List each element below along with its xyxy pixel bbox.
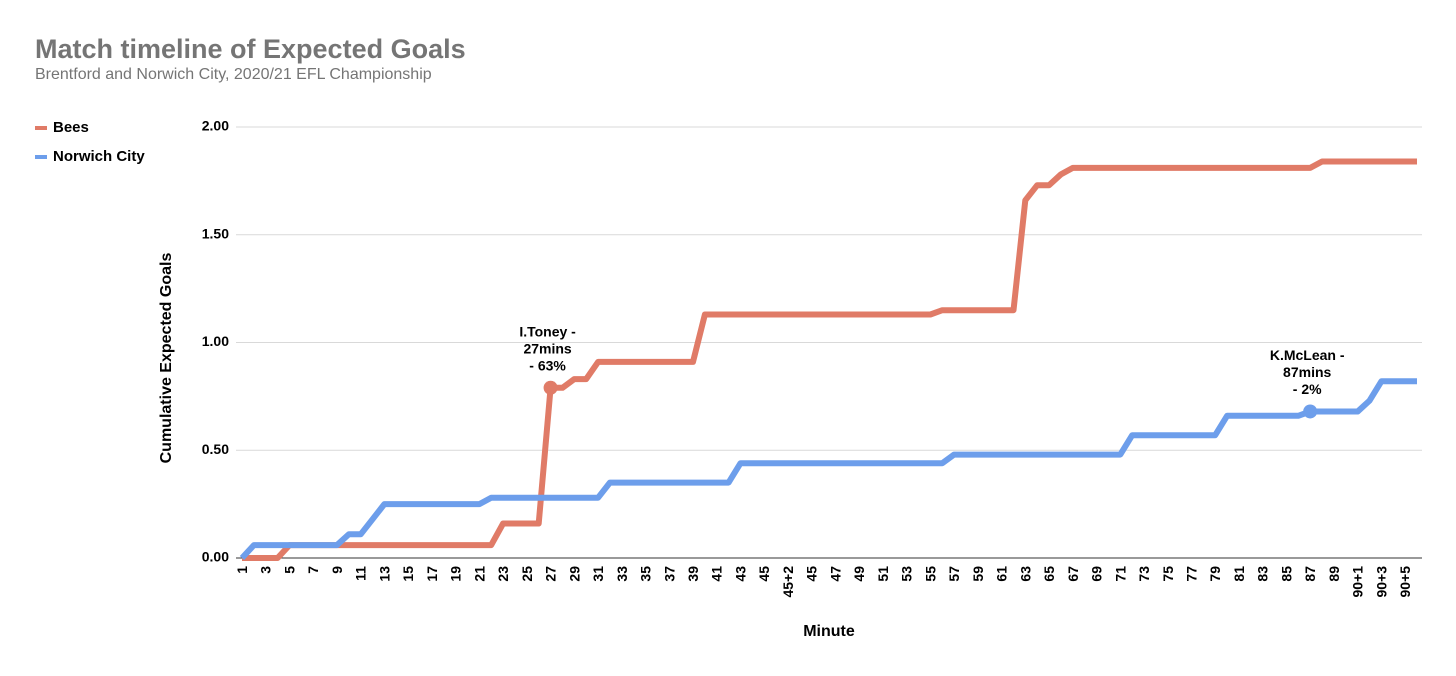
x-tick-label: 37: [661, 566, 677, 582]
x-tick-label: 35: [638, 566, 654, 582]
x-tick-label: 1: [234, 566, 250, 574]
x-tick-label: 29: [566, 566, 582, 582]
x-tick-label: 15: [400, 566, 416, 582]
x-tick-label: 19: [448, 566, 464, 582]
x-axis-title: Minute: [803, 623, 855, 640]
x-tick-label: 77: [1183, 566, 1199, 582]
x-tick-label: 45: [804, 566, 820, 582]
x-tick-label: 41: [709, 566, 725, 582]
x-tick-label: 85: [1278, 566, 1294, 582]
x-tick-label: 87: [1302, 566, 1318, 582]
x-tick-label: 45: [756, 566, 772, 582]
x-tick-label: 33: [614, 566, 630, 582]
x-tick-label: 63: [1017, 566, 1033, 582]
series-line: [242, 158, 1417, 561]
x-tick-label: 61: [994, 566, 1010, 582]
annotation-text: 87mins: [1283, 364, 1331, 380]
annotation-text: 27mins: [523, 340, 571, 356]
x-tick-label: 27: [543, 566, 559, 582]
x-tick-label: 73: [1136, 566, 1152, 582]
x-tick-label: 23: [495, 566, 511, 582]
y-tick-label: 1.50: [202, 225, 229, 241]
annotation-text: - 2%: [1293, 381, 1322, 397]
x-tick-label: 17: [424, 566, 440, 582]
x-tick-label: 43: [732, 566, 748, 582]
y-tick-label: 1.00: [202, 333, 229, 349]
x-tick-label: 45+2: [780, 566, 796, 598]
x-tick-label: 65: [1041, 566, 1057, 582]
x-tick-label: 25: [519, 566, 535, 582]
x-tick-label: 3: [258, 566, 274, 574]
x-tick-label: 51: [875, 566, 891, 582]
x-tick-label: 13: [376, 566, 392, 582]
x-tick-label: 9: [329, 566, 345, 574]
x-tick-label: 90+1: [1350, 566, 1366, 598]
x-tick-label: 59: [970, 566, 986, 582]
legend-label: Norwich City: [53, 148, 145, 165]
x-tick-label: 5: [281, 566, 297, 574]
x-tick-label: 69: [1089, 566, 1105, 582]
x-tick-label: 83: [1255, 566, 1271, 582]
annotation-text: - 63%: [529, 357, 566, 373]
chart-title: Match timeline of Expected Goals: [35, 34, 466, 64]
x-tick-label: 11: [353, 566, 369, 581]
x-tick-label: 90+3: [1373, 566, 1389, 598]
x-tick-label: 81: [1231, 566, 1247, 582]
y-tick-label: 2.00: [202, 118, 229, 134]
x-tick-label: 21: [471, 566, 487, 582]
x-tick-label: 67: [1065, 566, 1081, 582]
x-tick-label: 31: [590, 566, 606, 582]
series-line: [239, 378, 1417, 561]
annotation-point: [543, 380, 558, 395]
y-tick-label: 0.00: [202, 549, 229, 565]
y-axis-title: Cumulative Expected Goals: [158, 253, 175, 464]
legend-label: Bees: [53, 119, 89, 136]
annotation-text: K.McLean -: [1270, 347, 1345, 363]
y-tick-label: 0.50: [202, 441, 229, 457]
x-tick-label: 57: [946, 566, 962, 582]
x-tick-label: 49: [851, 566, 867, 582]
x-tick-label: 39: [685, 566, 701, 582]
x-tick-label: 47: [827, 566, 843, 582]
x-tick-label: 55: [922, 566, 938, 582]
x-tick-label: 71: [1112, 566, 1128, 582]
annotation-text: I.Toney -: [519, 323, 576, 339]
x-tick-label: 89: [1326, 566, 1342, 582]
x-tick-label: 79: [1207, 566, 1223, 582]
x-tick-label: 53: [899, 566, 915, 582]
x-tick-label: 75: [1160, 566, 1176, 582]
annotation-point: [1303, 404, 1318, 419]
x-tick-label: 90+5: [1397, 566, 1413, 598]
x-tick-label: 7: [305, 566, 321, 574]
chart-subtitle: Brentford and Norwich City, 2020/21 EFL …: [35, 66, 432, 83]
